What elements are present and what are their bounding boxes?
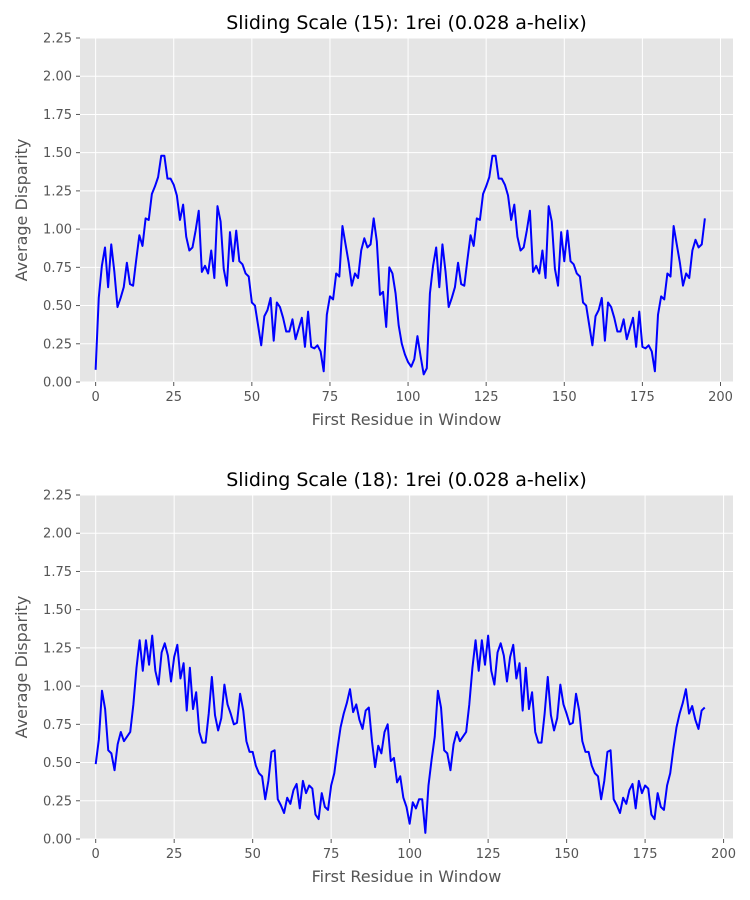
- y-tick-label: 2.25: [43, 489, 72, 504]
- y-tick-label: 1.00: [43, 223, 72, 238]
- x-tick-label: 175: [633, 847, 658, 862]
- y-tick-label: 1.25: [43, 641, 72, 656]
- x-tick-label: 150: [552, 390, 577, 405]
- y-tick-label: 0.25: [43, 337, 72, 352]
- y-axis-label: Average Disparity: [12, 139, 31, 282]
- x-tick-label: 0: [92, 847, 100, 862]
- y-tick-label: 1.50: [43, 603, 72, 618]
- y-tick-label: 1.00: [43, 680, 72, 695]
- x-tick-label: 100: [396, 390, 421, 405]
- x-axis-label: First Residue in Window: [312, 867, 502, 886]
- y-tick-label: 2.00: [43, 527, 72, 542]
- x-tick-label: 200: [708, 390, 733, 405]
- x-axis-label: First Residue in Window: [312, 410, 502, 429]
- x-tick-label: 25: [166, 847, 183, 862]
- y-tick-label: 0.75: [43, 261, 72, 276]
- plot-area: [80, 495, 733, 839]
- x-tick-label: 100: [397, 847, 422, 862]
- y-tick-label: 2.00: [43, 70, 72, 85]
- x-tick-label: 75: [322, 390, 339, 405]
- y-tick-label: 2.25: [43, 32, 72, 47]
- y-axis-label: Average Disparity: [12, 596, 31, 739]
- x-tick-label: 0: [91, 390, 99, 405]
- x-tick-label: 200: [711, 847, 736, 862]
- series-line: [94, 634, 706, 834]
- x-tick-label: 75: [323, 847, 340, 862]
- y-tick-label: 0.75: [43, 718, 72, 733]
- chart-title: Sliding Scale (15): 1rei (0.028 a-helix): [226, 12, 586, 34]
- y-tick-label: 0.00: [43, 833, 72, 848]
- series-line: [94, 154, 706, 376]
- chart-title: Sliding Scale (18): 1rei (0.028 a-helix): [226, 469, 586, 491]
- chart-panel-bottom: 0.00 0.25 0.50 0.75 1.00 1.25 1.50 1.75 2.00 2.25…: [12, 469, 736, 886]
- y-tick-label: 0.50: [43, 756, 72, 771]
- x-tick-label: 150: [554, 847, 579, 862]
- y-tick-label: 1.50: [43, 146, 72, 161]
- y-tick-label: 0.25: [43, 794, 72, 809]
- x-tick-label: 125: [474, 390, 499, 405]
- y-tick-label: 0.50: [43, 299, 72, 314]
- y-tick-label: 1.75: [43, 108, 72, 123]
- chart-panel-top: 0.00 0.25 0.50 0.75 1.00 1.25 1.50 1.75 2.00 2.25…: [12, 12, 733, 429]
- y-tick-label: 0.00: [43, 376, 72, 391]
- y-tick-label: 1.25: [43, 184, 72, 199]
- x-tick-label: 125: [476, 847, 501, 862]
- y-tick-label: 1.75: [43, 565, 72, 580]
- x-tick-label: 25: [165, 390, 182, 405]
- x-tick-label: 50: [244, 847, 261, 862]
- x-tick-label: 50: [244, 390, 261, 405]
- x-tick-label: 175: [630, 390, 655, 405]
